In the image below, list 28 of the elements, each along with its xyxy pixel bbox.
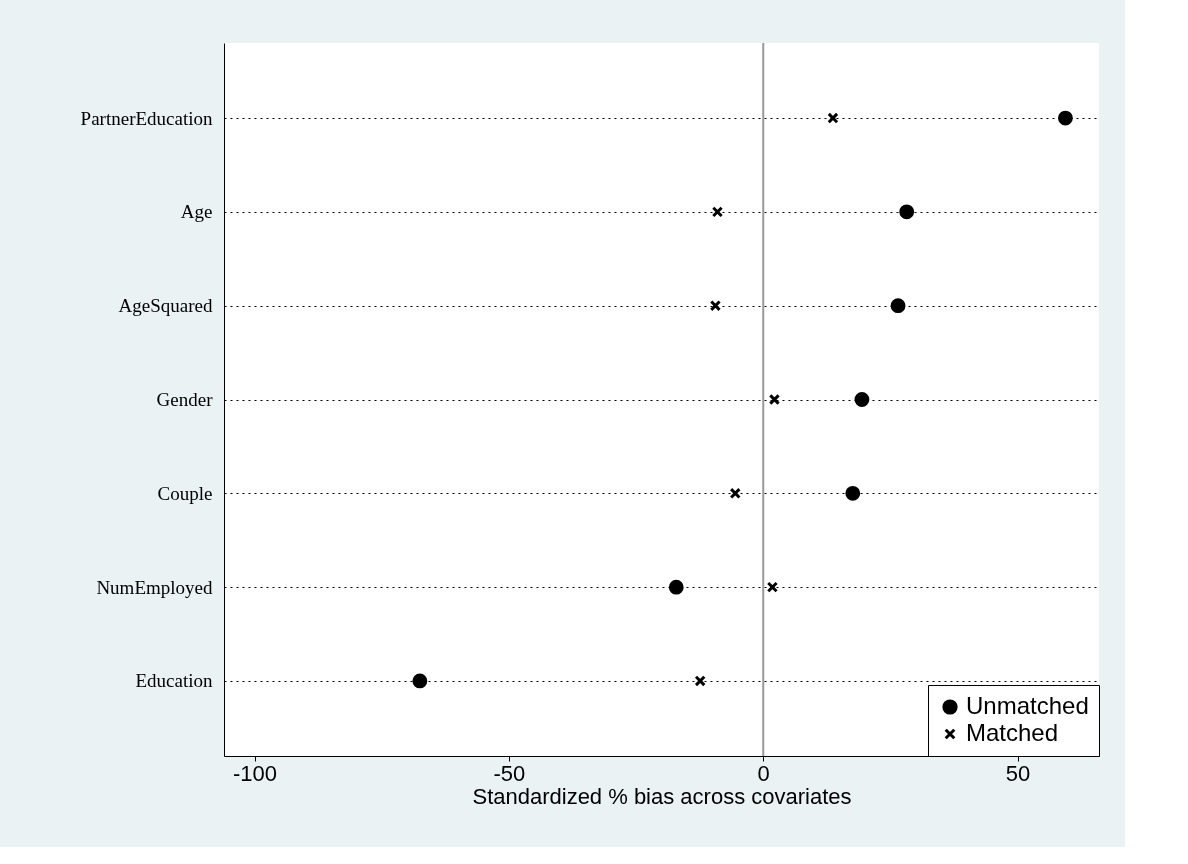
x-tick-label: -50	[493, 760, 526, 786]
point	[890, 298, 906, 314]
x-tick-label: 50	[1005, 760, 1031, 786]
point	[694, 675, 706, 687]
y-tick-label: AgeSquared	[118, 295, 213, 317]
point	[711, 206, 724, 218]
point	[827, 112, 839, 124]
point	[709, 300, 722, 312]
point	[1058, 110, 1073, 126]
point	[845, 485, 861, 501]
point	[412, 673, 428, 689]
point	[668, 579, 684, 595]
point	[766, 581, 779, 593]
x-axis-title: Standardized % bias across covariates	[472, 783, 852, 809]
point	[854, 392, 870, 407]
y-tick-label: Age	[180, 201, 213, 223]
y-tick-label: Couple	[157, 482, 213, 504]
point	[768, 393, 781, 406]
y-tick-label: PartnerEducation	[80, 107, 213, 129]
point	[729, 487, 741, 499]
legend-label: Matched	[966, 719, 1059, 746]
y-tick-label: Education	[135, 670, 213, 692]
x-tick-label: -100	[233, 760, 278, 786]
legend-label: Unmatched	[966, 692, 1089, 719]
y-tick-label: NumEmployed	[96, 576, 213, 598]
x-tick-label: 0	[757, 760, 770, 786]
point	[899, 204, 915, 220]
y-tick-label: Gender	[156, 389, 214, 410]
